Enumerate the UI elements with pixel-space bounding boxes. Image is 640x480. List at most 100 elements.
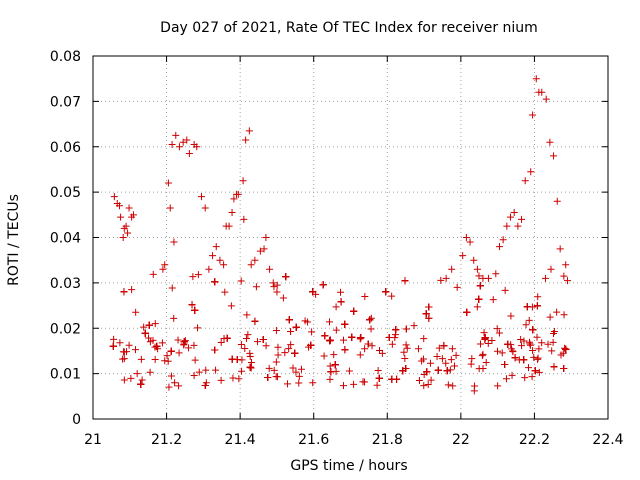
data-point [550,363,558,371]
data-point [309,288,317,296]
data-point [272,326,280,334]
data-point [274,343,282,351]
data-point [492,270,500,278]
data-point [116,339,124,347]
data-point [374,366,382,374]
data-point [438,355,446,363]
data-point [287,328,295,336]
data-point [559,349,567,357]
data-point [553,308,561,316]
data-point [453,283,461,291]
data-point [230,195,238,203]
data-point [191,306,199,314]
data-point [450,362,458,370]
data-point [547,265,555,273]
data-point [538,339,546,347]
data-point [161,357,169,365]
data-point [292,368,300,376]
y-tick-label: 0.01 [50,367,81,383]
data-point [452,351,460,359]
data-point [341,320,349,328]
data-point [308,328,316,336]
data-point [198,193,206,201]
data-point [423,368,431,376]
data-point [266,265,274,273]
data-point [503,222,511,230]
data-point [523,303,531,311]
data-point [529,111,537,119]
data-point [564,277,572,285]
data-point [382,288,390,296]
data-point [281,349,289,357]
data-point [325,318,333,326]
x-tick-label: 21.8 [372,432,403,448]
data-point [247,364,255,372]
data-point [560,272,568,280]
data-point [488,336,496,344]
data-point [270,366,278,374]
data-point [153,342,161,350]
data-point [244,331,252,339]
data-point [110,193,118,201]
data-point [507,312,515,320]
data-point [141,329,149,337]
data-point [273,281,281,289]
data-point [252,283,260,291]
data-point [291,349,299,357]
data-point [367,325,375,333]
data-point [470,256,478,264]
data-point [242,334,250,342]
grid-lines [93,56,608,419]
x-axis-ticks: 21 21.2 21.4 21.6 21.8 22 22.2 22.4 [84,56,624,448]
data-point [388,340,396,348]
data-point [180,338,188,346]
data-point [367,314,375,322]
data-point [388,292,396,300]
data-point [473,265,481,273]
data-point [120,376,128,384]
data-point [175,349,183,357]
data-point [542,95,550,103]
data-point [401,355,409,363]
data-point [560,311,568,319]
data-point [304,318,312,326]
data-point [440,342,448,350]
data-point [330,351,338,359]
data-point [245,127,253,135]
data-point [146,368,154,376]
data-point [326,375,334,383]
data-point [132,308,140,316]
data-point [522,321,530,329]
x-tick-label: 22 [452,432,470,448]
data-point [467,360,475,368]
data-point [211,346,219,354]
data-point [179,138,187,146]
data-point [443,367,451,375]
y-tick-label: 0.08 [50,49,81,65]
data-point [484,274,492,282]
data-point [532,75,540,83]
data-point [368,342,376,350]
data-point [220,261,228,269]
data-point [520,356,528,364]
x-tick-label: 21.6 [298,432,329,448]
data-point [484,340,492,348]
data-point [170,314,178,322]
data-point [425,303,433,311]
data-point [194,271,202,279]
data-point [289,364,297,372]
data-point [217,339,225,347]
data-point [518,342,526,350]
data-point [201,204,209,212]
data-point [158,339,166,347]
data-point [533,302,541,310]
data-point [442,359,450,367]
data-point [433,352,441,360]
data-point [361,292,369,300]
data-point [504,340,512,348]
data-point [402,341,410,349]
data-point [459,252,467,260]
data-point [205,265,213,273]
data-point [361,345,369,353]
